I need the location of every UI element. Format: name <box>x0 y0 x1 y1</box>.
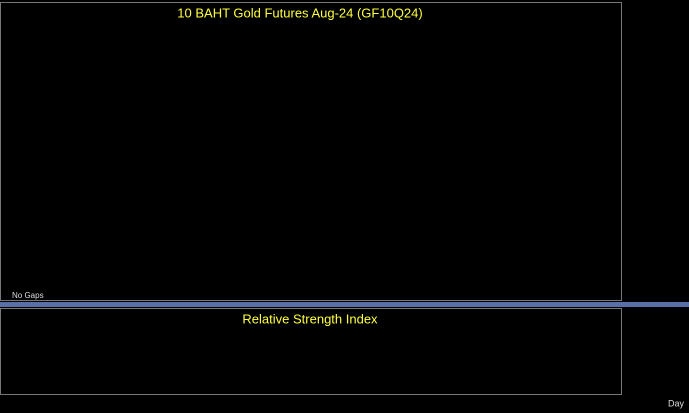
price-panel-frame <box>0 2 622 301</box>
panel-divider <box>0 302 689 307</box>
chart-title: 10 BAHT Gold Futures Aug-24 (GF10Q24) <box>177 5 422 20</box>
period-label: Day <box>668 398 685 408</box>
rsi-panel-frame <box>0 308 622 395</box>
gaps-label: No Gaps <box>12 291 44 300</box>
rsi-title: Relative Strength Index <box>242 311 378 326</box>
